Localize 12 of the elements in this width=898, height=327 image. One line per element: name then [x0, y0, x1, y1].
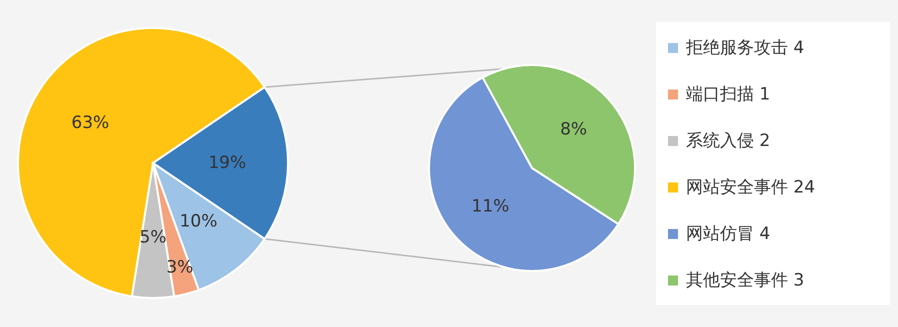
- data-label: 10%: [180, 212, 218, 232]
- data-label: 5%: [140, 227, 166, 248]
- data-label: 8%: [560, 120, 588, 140]
- data-label: 19%: [208, 153, 246, 173]
- data-label: 63%: [71, 113, 110, 134]
- data-label: 11%: [472, 196, 510, 216]
- legend-label: 拒绝服务攻击 4: [685, 38, 804, 58]
- legend-label: 网站仿冒 4: [686, 224, 770, 244]
- legend-label: 系统入侵 2: [686, 131, 770, 151]
- legend-label: 网站安全事件 24: [686, 178, 816, 198]
- legend-label: 其他安全事件 3: [686, 270, 804, 290]
- legend-label: 端口扫描 1: [686, 84, 770, 104]
